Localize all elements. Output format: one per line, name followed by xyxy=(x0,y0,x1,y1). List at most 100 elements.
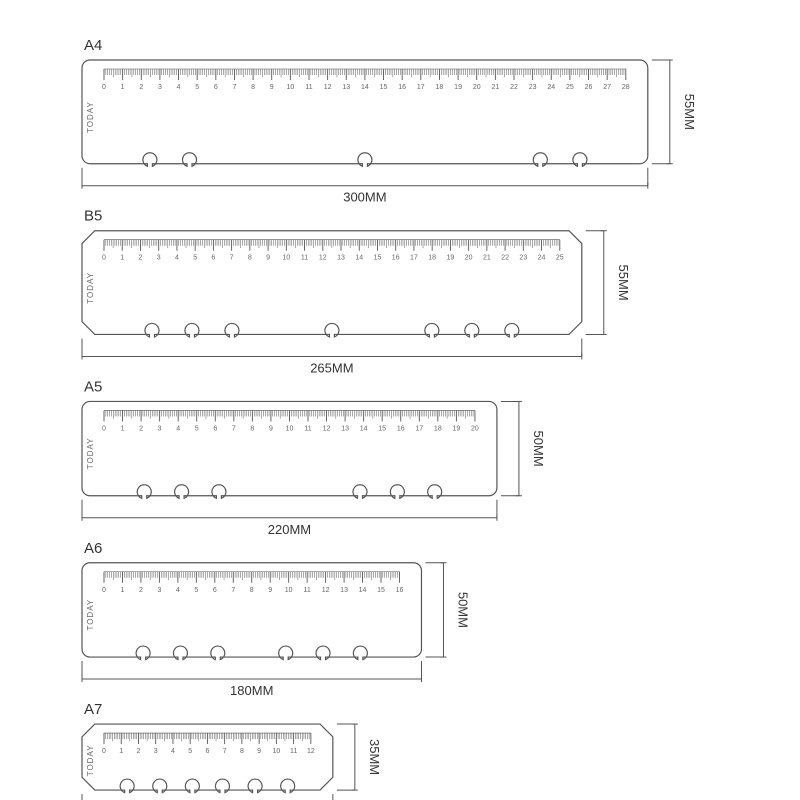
cm-label: 15 xyxy=(374,255,382,262)
ruler-a5: A501234567891011121314151617181920TODAY2… xyxy=(82,378,546,536)
width-value: 220MM xyxy=(268,522,311,537)
height-dimension xyxy=(425,563,446,657)
cm-label: 12 xyxy=(323,425,331,432)
cm-label: 5 xyxy=(193,255,197,262)
cm-label: 18 xyxy=(428,255,436,262)
ruler-a6: A6012345678910111213141516TODAY180MM50MM xyxy=(82,540,470,698)
today-label: TODAY xyxy=(86,744,95,776)
height-value: 35MM xyxy=(367,739,382,775)
cm-label: 11 xyxy=(304,587,311,594)
cm-label: 3 xyxy=(154,748,158,755)
size-label-a5: A5 xyxy=(84,378,102,395)
cm-label: 5 xyxy=(195,425,199,432)
cm-label: 25 xyxy=(566,84,574,91)
cm-label: 1 xyxy=(121,587,125,594)
cm-label: 11 xyxy=(304,425,311,432)
today-label: TODAY xyxy=(86,272,95,304)
width-dimension xyxy=(82,794,333,800)
cm-label: 2 xyxy=(137,748,141,755)
ruler-scale: 012345678910111213141516 xyxy=(102,572,403,594)
cm-label: 3 xyxy=(157,255,161,262)
cm-label: 21 xyxy=(483,255,491,262)
cm-label: 12 xyxy=(322,587,330,594)
width-value: 265MM xyxy=(310,360,353,375)
ruler-scale: 0123456789101112131415161718192021222324… xyxy=(102,69,630,91)
ruler-scale: 0123456789101112 xyxy=(102,733,315,755)
cm-label: 19 xyxy=(454,84,462,91)
cm-label: 5 xyxy=(188,748,192,755)
cm-label: 16 xyxy=(396,587,404,594)
cm-label: 12 xyxy=(319,255,327,262)
cm-label: 9 xyxy=(257,748,261,755)
height-dimension xyxy=(586,231,607,335)
height-dimension xyxy=(337,724,358,790)
cm-label: 9 xyxy=(266,255,270,262)
width-value: 180MM xyxy=(230,683,273,698)
today-label: TODAY xyxy=(86,437,95,469)
width-dimension xyxy=(82,338,582,359)
height-value: 50MM xyxy=(531,431,546,467)
cm-label: 10 xyxy=(285,587,293,594)
cm-label: 28 xyxy=(622,84,630,91)
cm-label: 8 xyxy=(251,84,255,91)
cm-label: 9 xyxy=(268,587,272,594)
ruler-a4: A401234567891011121314151617181920212223… xyxy=(82,37,697,205)
size-label-a4: A4 xyxy=(84,37,102,54)
cm-label: 16 xyxy=(397,425,405,432)
cm-label: 16 xyxy=(392,255,400,262)
cm-label: 3 xyxy=(158,425,162,432)
height-value: 55MM xyxy=(682,94,697,130)
cm-label: 20 xyxy=(473,84,481,91)
height-value: 55MM xyxy=(616,265,631,301)
cm-label: 18 xyxy=(436,84,444,91)
cm-label: 10 xyxy=(286,425,294,432)
cm-label: 27 xyxy=(603,84,611,91)
cm-label: 14 xyxy=(360,425,368,432)
cm-label: 19 xyxy=(452,425,460,432)
cm-label: 4 xyxy=(175,255,179,262)
cm-label: 6 xyxy=(214,84,218,91)
cm-label: 0 xyxy=(102,84,106,91)
ruler-b5: B501234567891011121314151617181920212223… xyxy=(82,208,631,376)
width-dimension xyxy=(82,500,497,521)
cm-label: 22 xyxy=(510,84,518,91)
cm-label: 0 xyxy=(102,255,106,262)
cm-label: 14 xyxy=(355,255,363,262)
cm-label: 1 xyxy=(119,748,123,755)
cm-label: 13 xyxy=(340,587,348,594)
cm-label: 14 xyxy=(361,84,369,91)
size-label-b5: B5 xyxy=(84,208,102,225)
cm-label: 0 xyxy=(102,587,106,594)
cm-label: 13 xyxy=(342,84,350,91)
cm-label: 10 xyxy=(272,748,280,755)
height-value: 50MM xyxy=(455,592,470,628)
cm-label: 7 xyxy=(232,84,236,91)
cm-label: 8 xyxy=(248,255,252,262)
size-label-a7: A7 xyxy=(84,701,102,718)
cm-label: 14 xyxy=(359,587,367,594)
cm-label: 8 xyxy=(250,425,254,432)
cm-label: 17 xyxy=(417,84,425,91)
ruler-size-diagram: A401234567891011121314151617181920212223… xyxy=(0,0,800,800)
cm-label: 12 xyxy=(307,748,315,755)
cm-label: 17 xyxy=(415,425,423,432)
cm-label: 11 xyxy=(301,255,308,262)
ruler-scale: 0123456789101112131415161718192021222324… xyxy=(102,240,564,262)
cm-label: 5 xyxy=(194,587,198,594)
cm-label: 4 xyxy=(177,84,181,91)
cm-label: 20 xyxy=(465,255,473,262)
cm-label: 13 xyxy=(337,255,345,262)
cm-label: 0 xyxy=(102,748,106,755)
cm-label: 23 xyxy=(529,84,537,91)
cm-label: 8 xyxy=(240,748,244,755)
today-label: TODAY xyxy=(86,101,95,133)
size-label-a6: A6 xyxy=(84,540,102,557)
cm-label: 6 xyxy=(211,255,215,262)
cm-label: 13 xyxy=(341,425,349,432)
cm-label: 7 xyxy=(232,425,236,432)
cm-label: 22 xyxy=(501,255,509,262)
cm-label: 1 xyxy=(121,84,125,91)
cm-label: 23 xyxy=(519,255,527,262)
cm-label: 7 xyxy=(223,748,227,755)
width-dimension xyxy=(82,168,648,189)
